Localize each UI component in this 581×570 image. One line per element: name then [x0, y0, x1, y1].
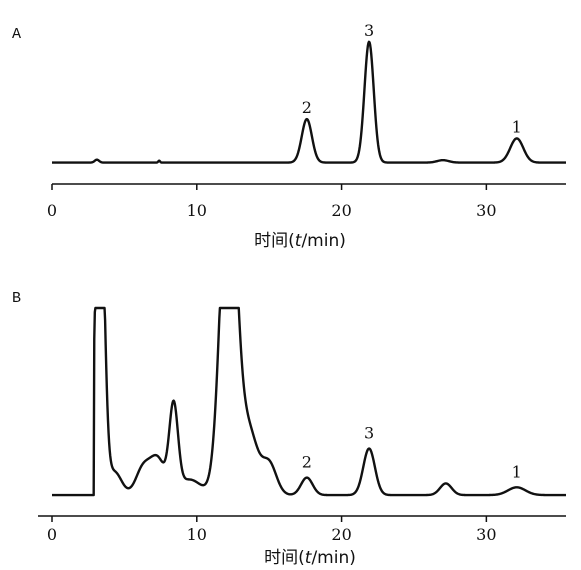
peak-label: 1	[512, 462, 522, 481]
peak-label: 3	[364, 424, 374, 443]
x-tick-label: 30	[476, 201, 496, 220]
x-tick-label: 10	[187, 201, 207, 220]
panel-b-ticks: 0 10 20 30	[47, 516, 497, 544]
x-tick-label: 20	[331, 201, 351, 220]
panel-a-ticks: 0 10 20 30	[47, 184, 497, 220]
panel-a: A 0 10 20 30 2 3 1 时间(t/min)	[12, 8, 573, 251]
peak-label: 3	[364, 21, 374, 40]
panel-b-label: B	[12, 290, 21, 307]
panel-b-peak-labels: 2 3 1	[302, 424, 522, 482]
panel-a-trace	[51, 40, 567, 164]
peak-label: 2	[302, 98, 312, 117]
panel-b: B 0 10 20 30 2 3 1 时间(t/min)	[12, 290, 567, 568]
panel-b-trace	[51, 306, 567, 497]
x-tick-label: 20	[331, 525, 351, 544]
panel-a-x-axis-title: 时间(t/min)	[254, 231, 346, 251]
panel-b-x-axis-title: 时间(t/min)	[264, 548, 356, 568]
x-tick-label: 10	[187, 525, 207, 544]
x-tick-label: 30	[476, 525, 496, 544]
x-tick-label: 0	[47, 525, 57, 544]
x-tick-label: 0	[47, 201, 57, 220]
peak-label: 2	[302, 453, 312, 472]
peak-label: 1	[512, 117, 522, 136]
panel-a-plot-area	[36, 8, 573, 190]
panel-a-peak-labels: 2 3 1	[302, 21, 522, 137]
panel-a-label: A	[12, 26, 21, 43]
